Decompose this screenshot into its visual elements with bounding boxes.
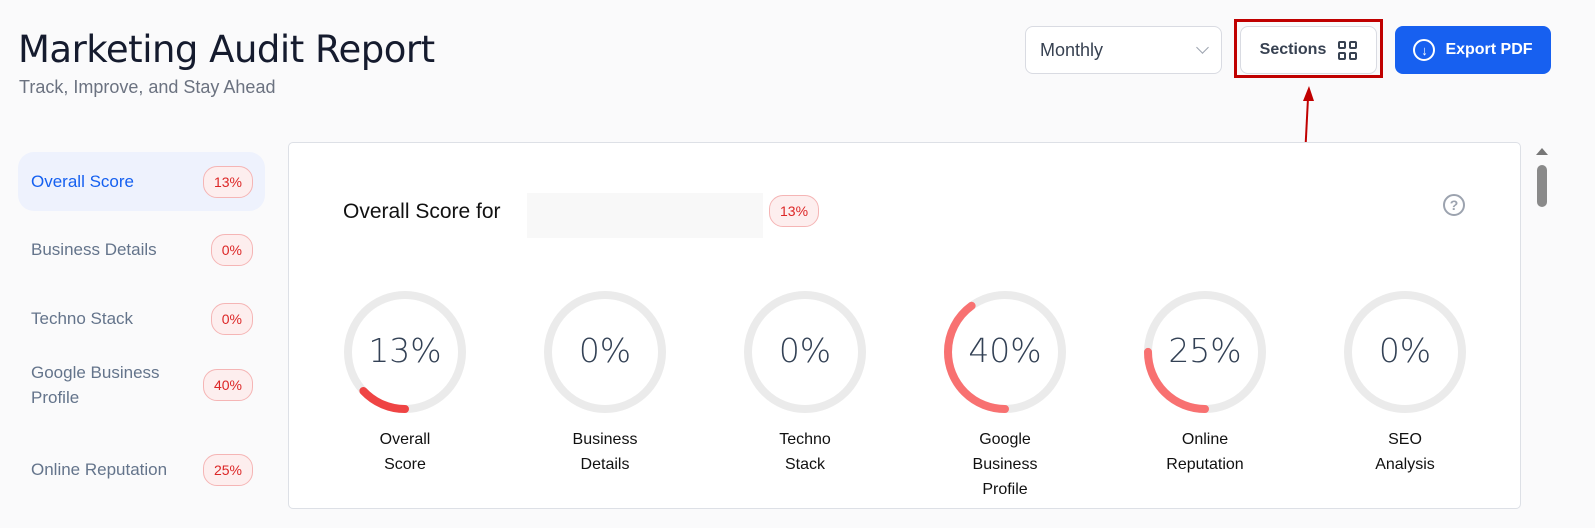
sidebar-item-label: Overall Score (31, 172, 134, 191)
annotation-highlight-box (1234, 19, 1383, 78)
card-title: Overall Score for (343, 200, 501, 223)
overall-score-badge: 13% (769, 195, 820, 227)
sidebar-item-badge: 0% (210, 302, 253, 335)
gauge-progress-arc (344, 291, 466, 413)
sidebar-item-label: Techno Stack (31, 309, 134, 328)
sidebar-item-label: Online Reputation (31, 460, 168, 479)
export-pdf-button[interactable]: ↓ Export PDF (1395, 26, 1551, 74)
grid-icon (1338, 40, 1358, 60)
score-gauge: 13% Overall Score (335, 287, 475, 477)
sidebar-item-badge: 40% (202, 368, 253, 401)
help-icon[interactable]: ? (1443, 194, 1465, 216)
sidebar-item-badge: 25% (202, 453, 253, 486)
gauge-label: SEO Analysis (1375, 431, 1435, 473)
score-gauge: 25% Online Reputation (1135, 287, 1275, 477)
page-title: Marketing Audit Report (18, 28, 435, 71)
score-gauge: 0% SEO Analysis (1335, 287, 1475, 477)
gauge-ring (1344, 291, 1466, 413)
gauge-label: Business Details (572, 431, 638, 473)
download-icon: ↓ (1413, 39, 1436, 61)
overall-score-card: Overall Score for 13% ? 13% Overall Scor… (288, 142, 1521, 509)
sections-button[interactable]: Sections (1240, 26, 1377, 74)
sidebar-item[interactable]: Google Business Profile 40% (18, 355, 265, 414)
gauge-ring (944, 291, 1066, 413)
chevron-down-icon (1196, 41, 1209, 54)
sidebar-item-badge: 0% (210, 233, 253, 266)
gauge-value: 40% (968, 331, 1042, 370)
gauge-progress-arc (944, 291, 1066, 413)
scrollbar-thumb[interactable] (1537, 165, 1547, 207)
scroll-up-arrow[interactable] (1536, 148, 1548, 155)
gauge-value: 25% (1168, 331, 1242, 370)
gauge-value: 13% (368, 331, 442, 370)
sidebar-item-label: Google Business Profile (31, 362, 160, 407)
gauge-ring (544, 291, 666, 413)
page-subtitle: Track, Improve, and Stay Ahead (19, 77, 276, 97)
sidebar-item-label: Business Details (31, 240, 157, 259)
gauge-value: 0% (1378, 331, 1432, 370)
score-gauge: 0% Techno Stack (735, 287, 875, 477)
export-label: Export PDF (1445, 41, 1533, 58)
gauge-ring (344, 291, 466, 413)
gauge-label: Google Business Profile (972, 431, 1038, 498)
sidebar-item[interactable]: Online Reputation 25% (18, 440, 265, 499)
gauge-ring (744, 291, 866, 413)
period-value: Monthly (1040, 39, 1104, 60)
period-select[interactable]: Monthly (1025, 26, 1222, 74)
gauge-value: 0% (778, 331, 832, 370)
gauge-ring (1144, 291, 1266, 413)
sidebar-item-badge: 13% (202, 165, 253, 198)
gauge-label: Techno Stack (779, 431, 831, 473)
gauge-value: 0% (578, 331, 632, 370)
sidebar-item[interactable]: Business Details 0% (18, 220, 265, 279)
gauge-label: Overall Score (379, 431, 431, 473)
sidebar-item[interactable]: Techno Stack 0% (18, 289, 265, 348)
sections-label: Sections (1259, 41, 1327, 58)
score-gauge: 40% Google Business Profile (935, 287, 1075, 502)
gauge-label: Online Reputation (1166, 431, 1244, 473)
score-gauge: 0% Business Details (535, 287, 675, 477)
gauge-progress-arc (1144, 291, 1266, 413)
sidebar-item[interactable]: Overall Score 13% (18, 152, 265, 211)
business-name-placeholder (527, 193, 763, 238)
